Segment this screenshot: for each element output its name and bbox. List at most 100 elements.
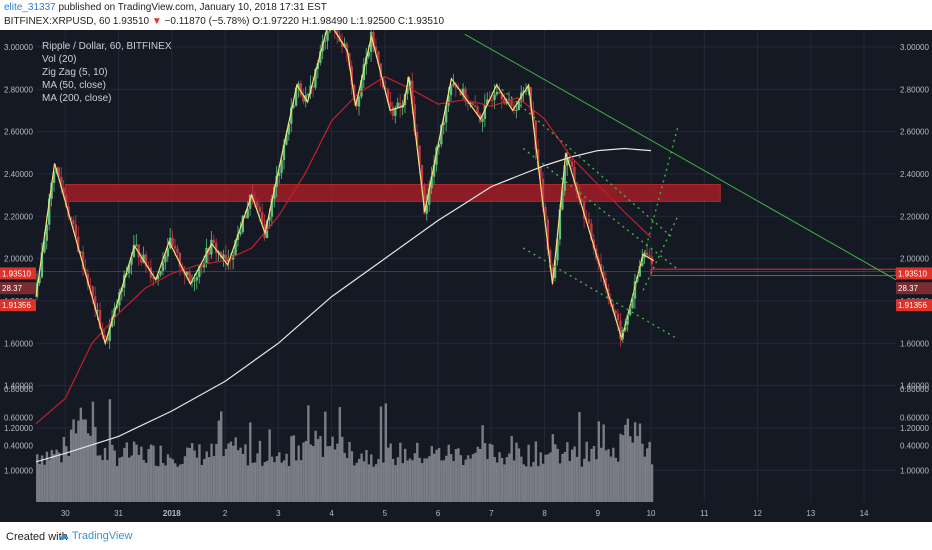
volume-bar: [641, 443, 644, 502]
volume-bar: [575, 456, 579, 502]
candle-body: [345, 43, 349, 54]
candle-body: [50, 182, 53, 199]
volume-bar: [111, 444, 114, 502]
volume-bar: [258, 440, 262, 502]
volume-tick-label-right: 0.80000: [900, 385, 929, 394]
candle-body: [602, 272, 605, 278]
candle-body: [481, 119, 484, 122]
ohlc-values: O:1.97220 H:1.98490 L:1.92500 C:1.93510: [252, 16, 445, 27]
candle-body: [205, 247, 208, 264]
candle-body: [127, 264, 131, 274]
candle-body: [473, 105, 477, 107]
candle-body: [202, 263, 206, 268]
x-tick-label: 10: [647, 509, 656, 518]
volume-bar: [408, 458, 412, 502]
legend-item-ma50[interactable]: MA (50, close): [42, 80, 106, 91]
candle-body: [398, 102, 402, 108]
volume-bar: [551, 434, 555, 502]
volume-bar: [140, 446, 143, 502]
candle-body: [379, 63, 382, 78]
volume-bar: [217, 420, 221, 502]
trend-line: [464, 33, 897, 281]
volume-bar: [188, 447, 191, 502]
volume-bar: [512, 460, 516, 502]
ma50-line: [35, 75, 652, 425]
legend-item-ma200[interactable]: MA (200, close): [42, 93, 112, 104]
candle-body: [396, 102, 399, 108]
candle-body: [52, 172, 56, 183]
candle-body: [326, 31, 329, 41]
candle-body: [563, 165, 566, 191]
y-tick-label-right: 1.20000: [900, 424, 929, 433]
candle-body: [222, 254, 225, 259]
volume-bar: [333, 449, 337, 502]
volume-bar: [96, 455, 99, 502]
y-tick-label-right: 2.40000: [900, 170, 929, 179]
x-tick-label: 2018: [163, 509, 181, 518]
volume-bar: [374, 464, 378, 502]
volume-bar: [57, 452, 61, 502]
last-price-tag-right: 1.93510: [898, 269, 927, 278]
candle-body: [292, 105, 295, 108]
volume-bar: [508, 453, 511, 502]
candle-body: [389, 101, 392, 107]
candle-body: [515, 110, 518, 112]
y-tick-label-left: 2.00000: [4, 255, 33, 264]
candle-body: [152, 277, 155, 279]
volume-bar: [621, 435, 625, 502]
candle-body: [578, 191, 581, 200]
volume-bar: [38, 463, 41, 502]
tradingview-logo[interactable]: ☁ TradingView: [58, 529, 132, 542]
candle-body: [258, 206, 261, 212]
candle-body: [645, 252, 649, 256]
candle-body: [469, 102, 472, 104]
volume-bar: [416, 442, 419, 502]
volume-bar: [98, 455, 102, 502]
volume-bar: [130, 455, 133, 502]
candle-body: [411, 80, 414, 105]
volume-bar: [132, 441, 136, 502]
volume-bar: [607, 449, 610, 502]
candle-body: [248, 194, 252, 209]
volume-bar: [40, 455, 44, 502]
volume-bar: [442, 460, 446, 502]
volume-bar: [72, 419, 75, 502]
candle-body: [166, 248, 169, 257]
price-chart[interactable]: 1.00000 1.00000 1.20000 1.20000 1.40000 1.400…: [0, 30, 932, 522]
candle-body: [575, 183, 579, 192]
volume-bar: [365, 449, 368, 502]
volume-bar: [227, 443, 230, 502]
volume-bar: [299, 460, 303, 502]
legend-item-zigzag[interactable]: Zig Zag (5, 10): [42, 67, 108, 78]
author-link[interactable]: elite_31337: [4, 2, 56, 13]
legend-item-volume[interactable]: Vol (20): [42, 54, 77, 65]
volume-bar: [278, 452, 281, 502]
candle-body: [510, 99, 513, 106]
candle-body: [427, 188, 431, 205]
volume-bar: [626, 418, 630, 502]
volume-bar: [270, 456, 274, 502]
y-tick-label-right: 2.20000: [900, 212, 929, 221]
volume-bar: [181, 463, 184, 502]
candle-body: [493, 94, 496, 100]
volume-bar: [224, 448, 228, 502]
volume-bar: [118, 457, 121, 502]
volume-bar: [546, 454, 550, 502]
volume-bar: [638, 423, 642, 502]
candle-body: [253, 201, 257, 203]
candle-body: [522, 90, 525, 93]
candle-body: [420, 164, 424, 186]
publish-info: published on TradingView.com, January 10…: [58, 2, 327, 13]
volume-bar: [290, 436, 293, 502]
volume-bar: [280, 462, 283, 502]
volume-bar: [256, 453, 259, 502]
candle-body: [582, 201, 586, 219]
candle-body: [93, 296, 97, 311]
candle-body: [234, 240, 237, 256]
volume-bar: [360, 453, 363, 502]
volume-bar: [379, 406, 383, 502]
chart-area[interactable]: 1.00000 1.00000 1.20000 1.20000 1.40000 1.400…: [0, 30, 932, 522]
volume-bar: [246, 465, 250, 502]
x-tick-label: 4: [329, 509, 334, 518]
candle-body: [340, 41, 344, 47]
